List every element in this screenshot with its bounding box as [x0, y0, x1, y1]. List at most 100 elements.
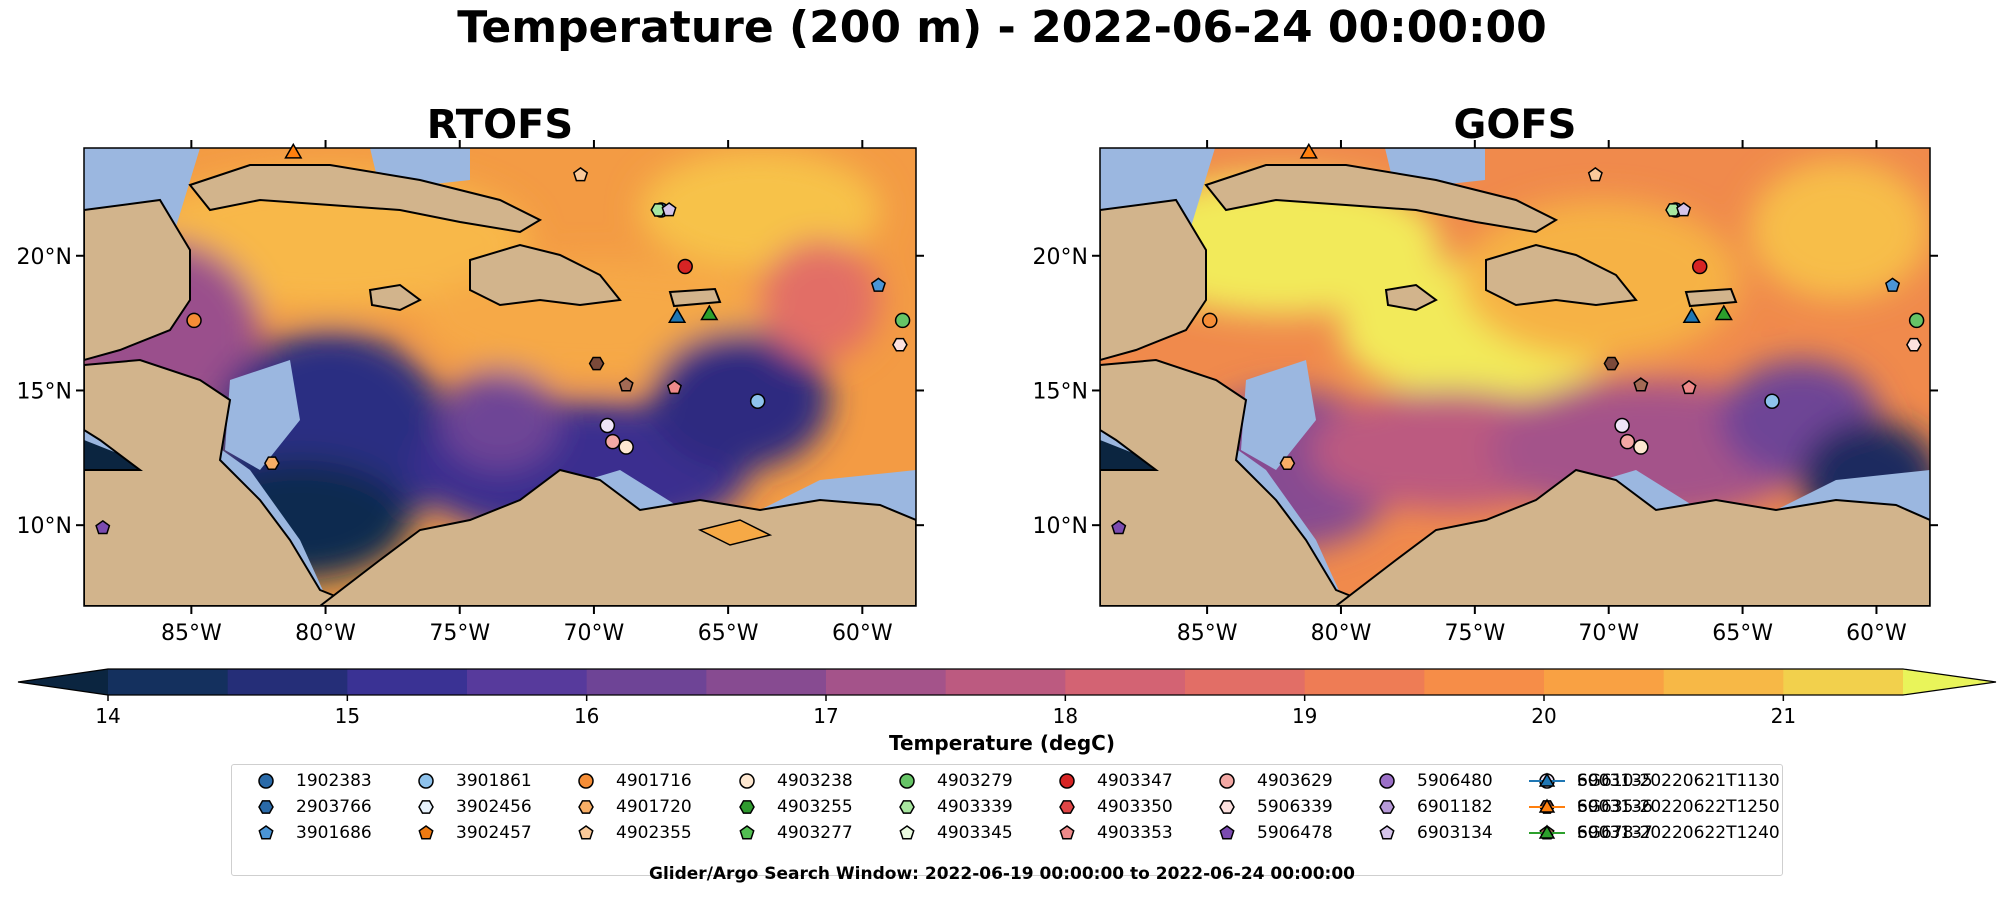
legend-label: 4903277 [777, 823, 853, 843]
colorbar-tick-label: 15 [335, 704, 360, 725]
map-panels: 20°N 15°N 10°N 85°W 80°W 75°W 70°W 65°W 60°W 20°N… [17, 140, 1938, 646]
float-marker-4903347 [677, 258, 693, 275]
lat-tick-label: 15°N [1033, 379, 1088, 404]
float-marker-3901861 [1764, 393, 1780, 409]
legend-item: 4903345 [887, 821, 1013, 845]
colorbar-segment [1065, 669, 1186, 695]
legend-float-icon [1219, 825, 1235, 840]
lon-tick-label: 85°W [1177, 621, 1238, 646]
pentagon-marker-icon [578, 825, 594, 840]
legend-glider-icon [1538, 798, 1556, 813]
circle-marker-icon [739, 773, 755, 789]
legend-item: 4901716 [566, 769, 692, 793]
lon-tick-label: 80°W [1311, 621, 1372, 646]
legend-label: 1902383 [296, 771, 372, 791]
legend-label: 4903353 [1097, 823, 1173, 843]
figure-title: Temperature (200 m) - 2022-06-24 00:00:0… [457, 2, 1547, 53]
hexagon-marker-icon [258, 800, 274, 814]
legend-label: 4901720 [616, 797, 692, 817]
lon-tick-label: 65°W [1712, 621, 1773, 646]
legend-float-icon [899, 800, 915, 814]
legend-item: 2903766 [246, 795, 372, 819]
legend-item: 4903353 [1047, 821, 1173, 845]
legend-float-icon [899, 773, 915, 789]
legend-label: 6903135 [1577, 771, 1653, 791]
float-marker-4903279 [894, 312, 911, 329]
float-marker-3901861 [749, 393, 766, 409]
legend-item: 6903134 [1367, 821, 1493, 845]
lon-tick-label: 60°W [832, 621, 893, 646]
colorbar-segment [1304, 669, 1425, 695]
legend-label: 6901182 [1417, 797, 1493, 817]
float-marker-6903137 [1633, 377, 1649, 392]
legend-label: 3902456 [456, 797, 532, 817]
legend-label: 4903339 [937, 797, 1013, 817]
legend-label: 4903279 [937, 771, 1013, 791]
float-marker-5906339 [1906, 337, 1922, 352]
float-marker-4903347 [1691, 258, 1708, 275]
legend-label: 4903238 [777, 771, 853, 791]
legend-item: 4903347 [1047, 769, 1173, 793]
legend-label: 5906480 [1417, 771, 1493, 791]
legend-label: 4903255 [777, 797, 853, 817]
legend-label: 6903137 [1577, 823, 1653, 843]
circle-marker-icon [418, 773, 434, 789]
colorbar-segment [1783, 669, 1904, 695]
legend-label: 3901686 [296, 823, 372, 843]
legend-float-icon [258, 773, 274, 789]
legend-label: 4903629 [1257, 771, 1333, 791]
legend-float-icon [1059, 800, 1075, 814]
legend-item: 4903279 [887, 769, 1013, 793]
lon-tick-label: 65°W [698, 621, 759, 646]
float-marker-4901716 [186, 312, 202, 329]
legend: 1902383 2903766 3901686 3901861 3902456 39024… [231, 764, 1783, 876]
colorbar: 14 15 16 17 18 19 20 21 [17, 668, 1997, 725]
colorbar-segment [1544, 669, 1665, 695]
colorbar-segment [586, 669, 707, 695]
lon-tick-label: 75°W [1444, 621, 1505, 646]
legend-float-icon [258, 800, 274, 814]
legend-float-icon [578, 825, 594, 840]
float-marker-4903629 [1619, 433, 1636, 450]
hexagon-marker-icon [1379, 800, 1395, 814]
colorbar-segment [227, 669, 348, 695]
legend-item: 3902457 [406, 821, 532, 845]
legend-float-icon [739, 825, 755, 840]
legend-label: SG610-20220621T1130 [1577, 771, 1780, 791]
legend-item: 4903277 [727, 821, 853, 845]
float-marker-6903136 [1603, 356, 1620, 371]
search-window-note: Glider/Argo Search Window: 2022-06-19 00… [649, 864, 1355, 884]
legend-float-icon [258, 825, 274, 840]
pentagon-marker-icon [258, 825, 274, 840]
legend-label: 4903350 [1097, 797, 1173, 817]
lon-tick-label: 85°W [161, 621, 222, 646]
lat-tick-label: 20°N [1033, 245, 1088, 270]
circle-marker-icon [1059, 773, 1075, 789]
colorbar-segment [1663, 669, 1784, 695]
legend-item: 5906339 [1207, 795, 1333, 819]
float-marker-6903135 [1614, 417, 1630, 434]
hexagon-marker-icon [1219, 800, 1235, 814]
legend-item: 4902355 [566, 821, 692, 845]
pentagon-marker-icon [1219, 825, 1235, 840]
hexagon-marker-icon [578, 800, 594, 814]
colorbar-tick-label: 21 [1771, 704, 1796, 725]
legend-label: 3902457 [456, 823, 532, 843]
float-marker-6903136 [588, 356, 605, 371]
glider-marker-SG635-20220622T1250 [1299, 142, 1318, 159]
colorbar-extend-high [1903, 669, 1996, 695]
colorbar-segment [1424, 669, 1545, 695]
legend-glider-icon [1538, 824, 1556, 839]
lat-tick-label: 10°N [1033, 514, 1088, 539]
float-marker-4901720 [264, 456, 280, 471]
glider-marker-SG610-20220621T1130 [1682, 307, 1701, 323]
hexagon-marker-icon [899, 800, 915, 814]
legend-float-icon [739, 800, 755, 814]
legend-glider-icon [1538, 772, 1556, 787]
triangle-marker-icon [1529, 772, 1565, 787]
glider-marker-SG635-20220622T1250 [284, 142, 303, 159]
legend-label: SG678-20220622T1240 [1577, 823, 1780, 843]
lon-tick-label: 60°W [1846, 621, 1907, 646]
legend-float-icon [578, 800, 594, 814]
colorbar-segment [108, 669, 229, 695]
